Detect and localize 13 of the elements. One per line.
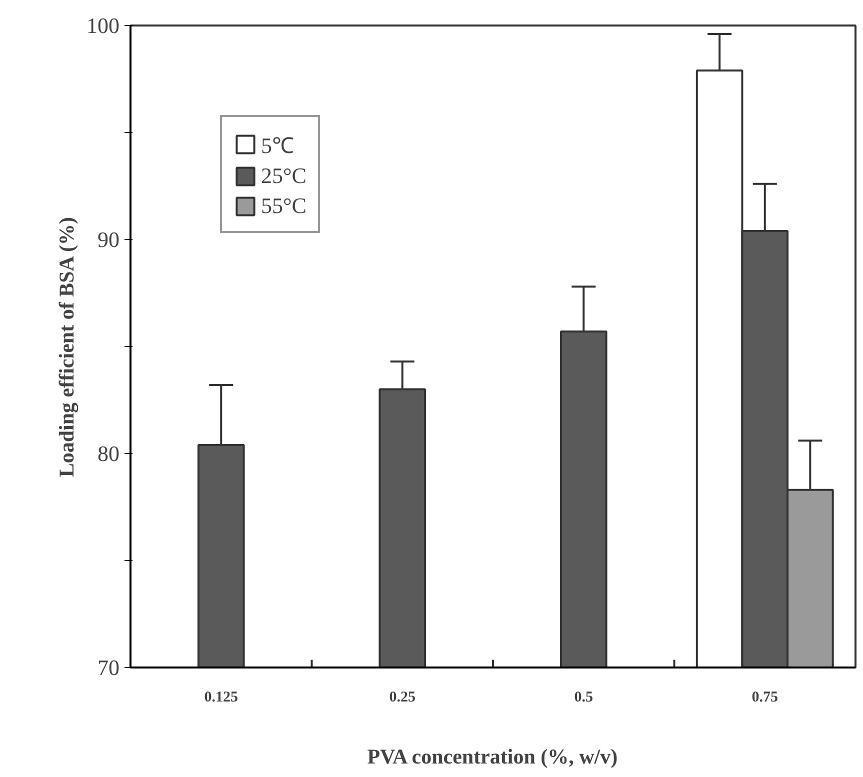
x-tick-label: 0.75 [752, 690, 778, 706]
x-tick-label: 0.5 [574, 690, 593, 706]
y-tick-label: 100 [86, 13, 120, 38]
y-axis-title: Loading efficient of BSA (%) [54, 216, 78, 478]
y-tick-label: 80 [98, 441, 120, 466]
legend-label: 25°C [261, 163, 306, 189]
y-tick-label: 90 [98, 227, 120, 252]
legend-label: 5℃ [261, 132, 294, 159]
x-tick-label: 0.125 [204, 690, 238, 706]
y-tick-label: 70 [98, 655, 120, 680]
x-axis-title: PVA concentration (%, w/v) [367, 744, 618, 768]
legend-label: 55°C [261, 193, 306, 219]
x-tick-label: 0.25 [389, 690, 416, 706]
